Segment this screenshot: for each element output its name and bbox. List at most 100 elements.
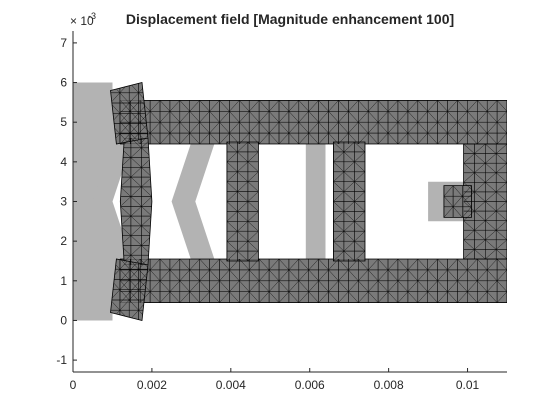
mesh-edge <box>343 181 355 192</box>
mesh-edge <box>452 196 463 207</box>
mesh-edge <box>437 280 448 292</box>
mesh-cell <box>354 181 365 192</box>
mesh-edge <box>354 221 365 232</box>
mesh-edge <box>343 231 355 242</box>
mesh-edge <box>159 122 171 134</box>
mesh-edge <box>229 280 240 292</box>
chart-title: Displacement field [Magnitude enhancemen… <box>126 11 454 27</box>
mesh-edge <box>496 132 507 144</box>
mesh-edge <box>437 291 448 303</box>
mesh-edge <box>467 280 478 292</box>
mesh-edge <box>343 171 355 182</box>
mesh-edge <box>348 291 359 303</box>
mesh-edge <box>387 111 399 123</box>
mesh-edge <box>169 291 180 303</box>
mesh-cell <box>141 186 152 197</box>
mesh-edge <box>249 280 260 292</box>
mesh-edge <box>247 221 259 232</box>
mesh-cell <box>457 100 468 112</box>
mesh-edge <box>226 151 238 162</box>
mesh-cell <box>496 162 507 174</box>
mesh-cell <box>248 259 260 271</box>
mesh-cell <box>159 259 171 271</box>
mesh-edge <box>407 122 418 134</box>
mesh-edge <box>239 269 250 281</box>
mesh-cell <box>496 220 507 231</box>
mesh-edge <box>219 122 230 134</box>
mesh-edge <box>141 206 152 217</box>
mesh-edge <box>226 142 238 153</box>
mesh-edge <box>229 269 240 281</box>
mesh-edge <box>328 111 339 123</box>
mesh-edge <box>354 211 365 222</box>
mesh-edge <box>338 100 349 112</box>
mesh-edge <box>169 122 180 134</box>
mesh-edge <box>496 100 507 112</box>
mesh-edge <box>209 259 220 271</box>
mesh-cell <box>258 100 270 112</box>
mesh-cell <box>477 259 488 271</box>
mesh-edge <box>247 181 259 192</box>
mesh-edge <box>437 100 448 112</box>
mesh-edge <box>239 280 250 292</box>
mesh-edge <box>249 291 260 303</box>
mesh-edge <box>308 269 319 281</box>
mesh-cell <box>452 185 463 197</box>
mesh-cell <box>141 138 152 149</box>
mesh-edge <box>463 182 475 193</box>
mesh-cell <box>377 100 389 112</box>
mesh-edge <box>496 144 507 154</box>
mesh-edge <box>474 153 486 164</box>
mesh-cell <box>268 100 280 112</box>
mesh-edge <box>496 172 507 183</box>
mesh-edge <box>199 100 210 112</box>
mesh-edge <box>226 250 238 261</box>
mesh-edge <box>130 132 141 144</box>
mesh-cell <box>189 100 200 112</box>
mesh-cell <box>318 100 329 112</box>
mesh-edge <box>457 269 468 281</box>
mesh-cell <box>239 259 250 271</box>
mesh-cell <box>387 259 399 271</box>
mesh-edge <box>387 269 399 281</box>
mesh-cell <box>120 100 131 112</box>
x-tick-label: 0.008 <box>374 378 404 392</box>
mesh-edge <box>407 269 418 281</box>
mesh-edge <box>247 211 259 222</box>
mesh-edge <box>298 280 309 292</box>
mesh-cell <box>226 142 238 153</box>
mesh-edge <box>407 280 418 292</box>
mesh-edge <box>237 151 249 162</box>
mesh-edge <box>237 181 249 192</box>
mesh-cell <box>308 259 319 271</box>
mesh-edge <box>119 269 130 280</box>
mesh-edge <box>159 269 171 281</box>
mesh-edge <box>229 291 240 303</box>
mesh-cell <box>477 100 488 112</box>
mesh-edge <box>417 280 428 292</box>
mesh-edge <box>179 280 190 292</box>
mesh-edge <box>457 132 468 144</box>
mesh-edge <box>368 291 379 303</box>
mesh-edge <box>298 269 309 281</box>
mesh-edge <box>298 100 309 112</box>
mesh-cell <box>407 100 418 112</box>
mesh-edge <box>119 123 130 134</box>
mesh-edge <box>417 122 428 134</box>
mesh-edge <box>354 171 365 182</box>
mesh-cell <box>179 100 190 112</box>
mesh-edge <box>343 191 355 202</box>
mesh-edge <box>427 132 438 144</box>
mesh-cell <box>141 215 152 227</box>
mesh-edge <box>189 259 200 271</box>
mesh-edge <box>407 111 418 123</box>
mesh-edge <box>149 280 161 292</box>
mesh-edge <box>333 142 345 153</box>
mesh-edge <box>358 269 369 281</box>
mesh-edge <box>328 291 339 303</box>
mesh-edge <box>258 280 270 292</box>
mesh-edge <box>354 241 365 252</box>
mesh-edge <box>229 111 240 123</box>
mesh-cell <box>496 201 507 212</box>
mesh-cell <box>437 100 448 112</box>
